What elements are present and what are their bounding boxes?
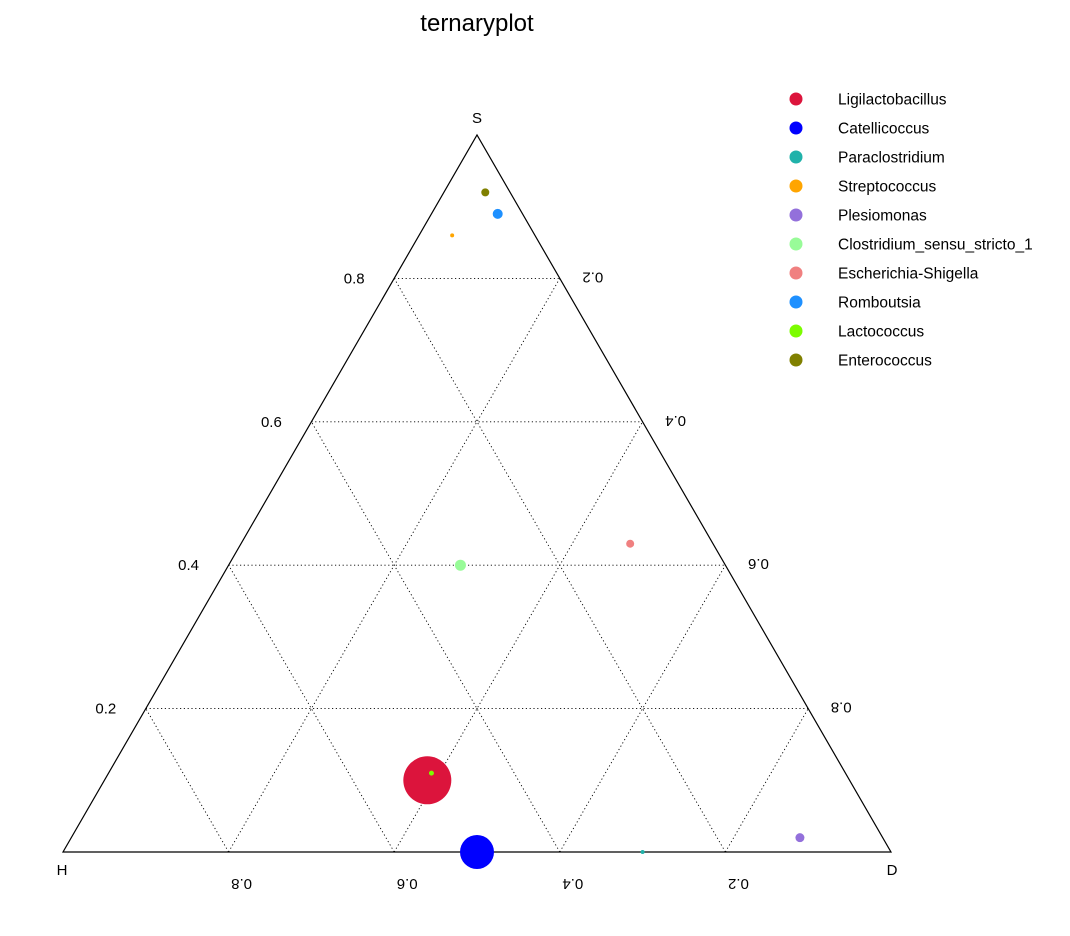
tick-label-right: 0.8 <box>831 699 852 716</box>
legend-label: Streptococcus <box>838 179 936 196</box>
tick-label-right: 0.2 <box>582 268 603 285</box>
tick-label-left: 0.8 <box>344 270 365 287</box>
data-point <box>428 770 434 776</box>
data-point <box>403 756 452 805</box>
legend-label: Plesiomonas <box>838 208 927 225</box>
vertex-label-s: S <box>472 110 482 127</box>
legend-label: Enterococcus <box>838 353 932 370</box>
vertex-label-h: H <box>57 862 68 879</box>
data-point <box>640 850 645 854</box>
legend-marker <box>789 179 803 193</box>
legend: Ligilactobacillus Catellicoccus Paraclostr… <box>789 92 1033 370</box>
tick-label-bottom: 0.2 <box>728 875 749 892</box>
data-point <box>481 188 490 197</box>
legend-label: Romboutsia <box>838 295 921 312</box>
grid-lines <box>145 277 809 853</box>
tick-label-left: 0.4 <box>178 557 199 574</box>
tick-label-right: 0.4 <box>665 412 686 429</box>
legend-label: Clostridium_sensu_stricto_1 <box>838 237 1033 254</box>
legend-label: Paraclostridium <box>838 150 945 167</box>
tick-labels: 0.8 0.6 0.4 0.2 0.2 0.4 0.6 0.8 0.8 0.6 0.4 0.2 <box>95 268 851 892</box>
tick-label-bottom: 0.4 <box>562 875 583 892</box>
tick-label-bottom: 0.6 <box>397 875 418 892</box>
data-point <box>450 233 455 238</box>
legend-label: Ligilactobacillus <box>838 92 947 109</box>
tick-label-left: 0.6 <box>261 414 282 431</box>
legend-marker <box>789 237 803 251</box>
legend-label: Catellicoccus <box>838 121 930 138</box>
legend-marker <box>789 353 803 367</box>
legend-marker <box>789 150 803 164</box>
chart-title: ternaryplot <box>420 10 534 37</box>
data-points <box>403 188 805 869</box>
data-point <box>492 208 503 219</box>
vertex-label-d: D <box>887 862 898 879</box>
legend-marker <box>789 121 803 135</box>
legend-label: Lactococcus <box>838 324 924 341</box>
grid-line-d <box>725 708 809 853</box>
legend-label: Escherichia-Shigella <box>838 266 979 283</box>
legend-marker <box>789 324 803 338</box>
tick-label-bottom: 0.8 <box>231 875 252 892</box>
legend-marker <box>789 266 803 280</box>
grid-line-h <box>145 708 229 853</box>
tick-label-right: 0.6 <box>748 555 769 572</box>
data-point <box>454 559 466 571</box>
legend-marker <box>789 295 803 309</box>
data-point <box>626 539 635 548</box>
data-point <box>460 835 494 869</box>
legend-marker <box>789 208 803 222</box>
tick-label-left: 0.2 <box>95 701 116 718</box>
triangle-frame <box>61 133 893 853</box>
data-point <box>795 833 805 843</box>
legend-marker <box>789 92 803 106</box>
